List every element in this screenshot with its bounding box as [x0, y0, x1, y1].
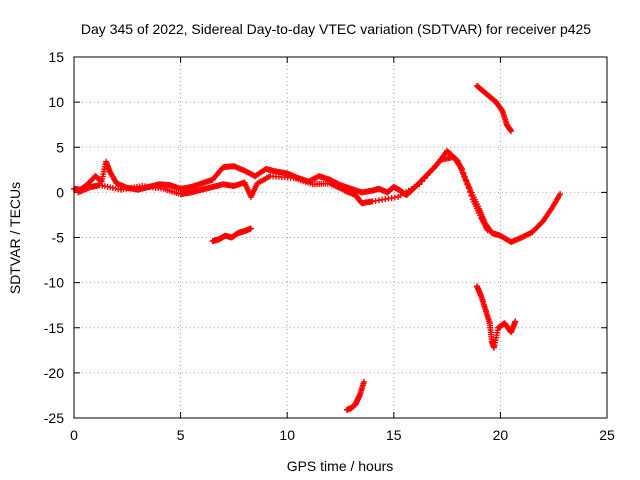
y-tick-label: -10: [44, 275, 64, 291]
series-lower-left-segment: [209, 225, 254, 245]
y-tick-label: -20: [44, 365, 64, 381]
x-tick-labels: 0 5 10 15 20 25: [70, 427, 615, 443]
series-main-track-a: [71, 147, 564, 246]
x-tick-label: 0: [70, 427, 78, 443]
y-tick-label: 10: [48, 94, 64, 110]
data-point: [419, 178, 426, 185]
x-tick-label: 15: [386, 427, 402, 443]
data-point: [557, 191, 564, 198]
x-tick-label: 10: [279, 427, 295, 443]
data-point: [421, 175, 428, 182]
data-point: [463, 177, 470, 184]
x-tick-label: 20: [493, 427, 509, 443]
y-tick-label: 15: [48, 49, 64, 65]
data-point: [416, 181, 423, 188]
data-point: [464, 181, 471, 188]
y-tick-label: 5: [56, 139, 64, 155]
plot-frame: [73, 56, 608, 419]
series-main-track-b: [75, 154, 491, 234]
data-point: [427, 169, 434, 176]
data-points: [71, 82, 564, 413]
y-tick-label: -25: [44, 410, 64, 426]
data-point: [508, 128, 515, 135]
x-axis-label: GPS time / hours: [287, 458, 394, 474]
series-mid-right-segment: [473, 283, 519, 351]
y-tick-label: 0: [56, 184, 64, 200]
series-bottom-segment: [343, 378, 367, 413]
data-point: [465, 185, 472, 192]
data-point: [467, 188, 474, 195]
x-tick-label: 5: [177, 427, 185, 443]
y-tick-labels: 15 10 5 0 -5 -10 -15 -20 -25: [44, 49, 64, 426]
data-point: [484, 227, 491, 234]
data-point: [461, 173, 468, 180]
data-point: [435, 159, 442, 166]
data-point: [512, 318, 519, 325]
data-point: [432, 162, 439, 169]
chart-title: Day 345 of 2022, Sidereal Day-to-day VTE…: [81, 21, 591, 37]
data-point: [460, 169, 467, 176]
series-upper-right-segment: [473, 82, 515, 135]
data-point: [459, 165, 466, 172]
y-axis-label: SDTVAR / TECUs: [7, 182, 23, 294]
data-point: [468, 192, 475, 199]
y-tick-label: -5: [52, 230, 65, 246]
data-point: [360, 378, 367, 385]
x-tick-label: 25: [599, 427, 615, 443]
data-point: [247, 225, 254, 232]
data-point: [424, 172, 431, 179]
y-tick-label: -15: [44, 320, 64, 336]
data-point: [429, 166, 436, 173]
